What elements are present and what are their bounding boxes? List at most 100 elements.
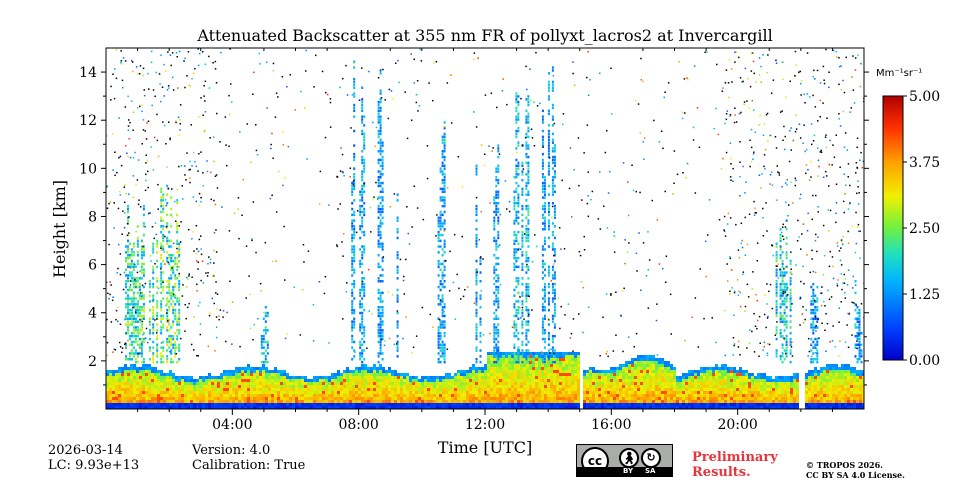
backscatter-cell: [517, 379, 520, 382]
backscatter-cell: [577, 385, 580, 388]
backscatter-cell: [262, 394, 265, 397]
backscatter-cell: [436, 400, 439, 403]
backscatter-cell: [280, 388, 283, 391]
backscatter-cell: [373, 394, 376, 397]
backscatter-cell: [514, 355, 517, 358]
backscatter-cell: [170, 277, 173, 280]
backscatter-cell: [397, 391, 400, 394]
backscatter-cell: [847, 394, 850, 397]
backscatter-cell: [353, 219, 356, 222]
backscatter-cell: [532, 358, 535, 361]
backscatter-cell: [826, 367, 829, 370]
backscatter-cell: [479, 280, 482, 283]
backscatter-cell: [353, 326, 356, 329]
backscatter-cell: [118, 394, 121, 397]
backscatter-cell: [646, 385, 649, 388]
backscatter-cell: [361, 385, 364, 388]
backscatter-cell: [226, 388, 229, 391]
backscatter-cell: [190, 400, 193, 403]
backscatter-cell: [655, 397, 658, 400]
backscatter-cell: [616, 373, 619, 376]
backscatter-cell: [363, 233, 366, 237]
backscatter-cell: [790, 394, 793, 397]
backscatter-cell: [682, 403, 685, 406]
backscatter-cell: [595, 406, 598, 409]
backscatter-cell: [132, 355, 135, 358]
backscatter-cell: [156, 285, 159, 289]
backscatter-cell: [133, 379, 136, 382]
backscatter-cell: [156, 242, 159, 245]
backscatter-cell: [829, 376, 832, 379]
backscatter-cell: [493, 391, 496, 394]
backscatter-cell: [490, 391, 493, 394]
backscatter-cell: [619, 385, 622, 388]
backscatter-cell: [163, 379, 166, 382]
backscatter-cell: [478, 382, 481, 385]
backscatter-cell: [127, 303, 129, 306]
backscatter-cell: [232, 406, 235, 409]
backscatter-cell: [766, 388, 769, 391]
backscatter-cell: [730, 373, 733, 376]
backscatter-cell: [793, 376, 796, 379]
backscatter-cell: [396, 355, 399, 358]
backscatter-cell: [451, 391, 454, 394]
backscatter-cell: [502, 391, 505, 394]
backscatter-cell: [667, 388, 670, 391]
backscatter-cell: [351, 202, 354, 205]
backscatter-cell: [361, 132, 364, 136]
backscatter-cell: [835, 367, 838, 370]
backscatter-cell: [373, 367, 376, 370]
backscatter-cell: [688, 370, 691, 373]
backscatter-cell: [377, 135, 380, 139]
backscatter-cell: [625, 361, 628, 364]
backscatter-cell: [316, 385, 319, 388]
backscatter-cell: [475, 385, 478, 388]
backscatter-cell: [535, 352, 538, 355]
backscatter-cell: [513, 334, 516, 338]
backscatter-cell: [547, 403, 550, 406]
backscatter-cell: [562, 358, 565, 361]
backscatter-cell: [223, 406, 226, 409]
backscatter-cell: [751, 397, 754, 400]
backscatter-cell: [109, 400, 112, 403]
backscatter-cell: [178, 358, 181, 361]
backscatter-cell: [712, 397, 715, 400]
backscatter-cell: [130, 332, 133, 335]
backscatter-cell: [162, 239, 165, 243]
backscatter-cell: [160, 282, 163, 286]
backscatter-cell: [118, 403, 121, 406]
backscatter-cell: [634, 388, 637, 391]
backscatter-cell: [742, 397, 745, 400]
backscatter-cell: [331, 406, 334, 409]
backscatter-cell: [130, 358, 133, 361]
backscatter-cell: [152, 277, 155, 280]
backscatter-cell: [379, 343, 382, 346]
backscatter-cell: [132, 329, 135, 332]
backscatter-cell: [515, 233, 518, 237]
backscatter-cell: [130, 259, 133, 263]
backscatter-cell: [130, 314, 133, 318]
backscatter-cell: [322, 388, 325, 391]
backscatter-cell: [406, 376, 409, 379]
backscatter-cell: [766, 382, 769, 385]
backscatter-cell: [460, 385, 463, 388]
backscatter-cell: [394, 379, 397, 382]
backscatter-cell: [634, 394, 637, 397]
backscatter-cell: [361, 297, 364, 300]
backscatter-cell: [661, 385, 664, 388]
backscatter-cell: [661, 388, 664, 391]
backscatter-cell: [412, 382, 415, 385]
backscatter-cell: [610, 367, 613, 370]
backscatter-cell: [577, 376, 580, 379]
backscatter-cell: [442, 385, 445, 388]
backscatter-cell: [694, 394, 697, 397]
backscatter-cell: [160, 329, 163, 332]
backscatter-cell: [724, 379, 727, 382]
backscatter-cell: [529, 376, 532, 379]
backscatter-cell: [478, 397, 481, 400]
backscatter-cell: [353, 187, 356, 191]
backscatter-cell: [652, 397, 655, 400]
backscatter-cell: [475, 219, 478, 222]
backscatter-cell: [478, 403, 481, 406]
backscatter-cell: [712, 388, 715, 391]
